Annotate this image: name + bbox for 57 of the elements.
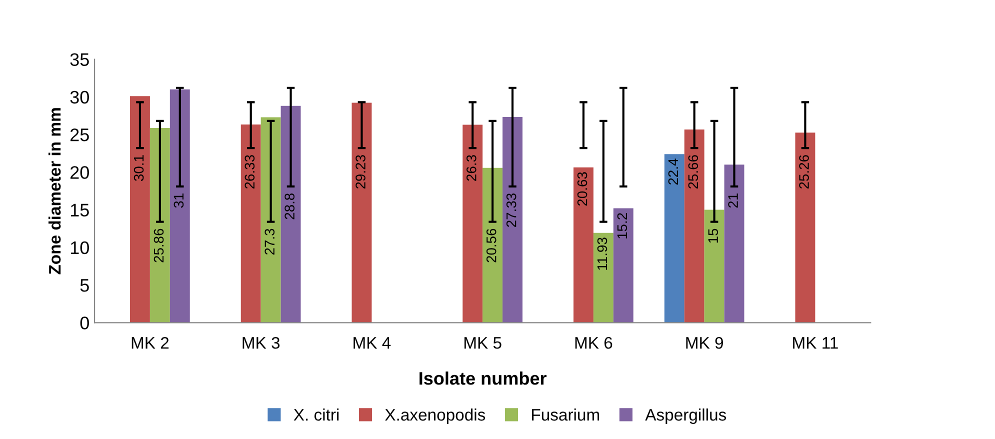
- legend-label: X. citri: [294, 408, 339, 421]
- y-tick-label: 10: [70, 241, 89, 254]
- data-label: 29.23: [356, 155, 366, 189]
- bar: [613, 208, 634, 323]
- data-label: 25.86: [154, 228, 164, 262]
- bar: [573, 167, 594, 323]
- data-label: 15: [708, 228, 718, 243]
- y-tick-label: 5: [80, 279, 89, 292]
- bar: [684, 130, 704, 323]
- bar: [352, 102, 372, 323]
- y-tick-label: 0: [80, 316, 89, 330]
- bar: [664, 154, 684, 323]
- legend-label: X.axenopodis: [385, 408, 486, 424]
- data-label: 15.2: [617, 213, 628, 238]
- legend-label: Fusarium: [532, 408, 600, 421]
- data-label: 25.26: [799, 155, 809, 189]
- data-label: 22.4: [668, 158, 678, 185]
- bar: [130, 96, 150, 323]
- bar: [704, 210, 724, 323]
- data-label: 11.93: [597, 238, 608, 270]
- x-tick-label: MK 5: [464, 337, 502, 349]
- legend-label: Aspergillus: [645, 408, 726, 424]
- bar: [462, 124, 483, 323]
- x-tick-label: MK 4: [354, 337, 391, 349]
- data-label: 26.3: [466, 155, 476, 181]
- data-label: 27.33: [506, 193, 516, 227]
- data-label: 20.63: [577, 172, 588, 206]
- bar: [724, 164, 744, 323]
- x-tick-label: MK 6: [575, 336, 612, 349]
- x-axis-title: Isolate number: [420, 372, 547, 385]
- data-label: 27.3: [264, 228, 275, 255]
- data-label: 31: [174, 194, 184, 208]
- x-tick-label: MK 3: [242, 336, 280, 349]
- x-tick-label: MK 2: [132, 336, 169, 349]
- bar: [170, 89, 190, 323]
- x-tick-label: MK 9: [686, 336, 723, 349]
- bar: [502, 116, 522, 323]
- bar: [260, 117, 281, 323]
- bar: [795, 132, 816, 323]
- data-label: 21: [728, 194, 738, 208]
- y-tick-label: 35: [70, 53, 89, 66]
- bar: [593, 232, 614, 323]
- bar: [280, 106, 301, 323]
- x-tick-label: MK 11: [793, 337, 838, 349]
- bar: [240, 124, 261, 323]
- data-label: 26.33: [244, 155, 255, 189]
- data-label: 20.56: [486, 228, 496, 262]
- data-label: 30.1: [134, 155, 144, 181]
- y-tick-label: 15: [70, 204, 89, 216]
- y-tick-label: 20: [70, 166, 89, 179]
- data-label: 25.66: [688, 155, 698, 189]
- data-label: 28.8: [284, 193, 294, 220]
- y-axis-title: Zone diameter in mm: [48, 108, 61, 274]
- y-tick-label: 30: [70, 90, 89, 104]
- bar: [482, 168, 503, 323]
- y-tick-label: 25: [70, 128, 89, 142]
- bar: [150, 128, 170, 323]
